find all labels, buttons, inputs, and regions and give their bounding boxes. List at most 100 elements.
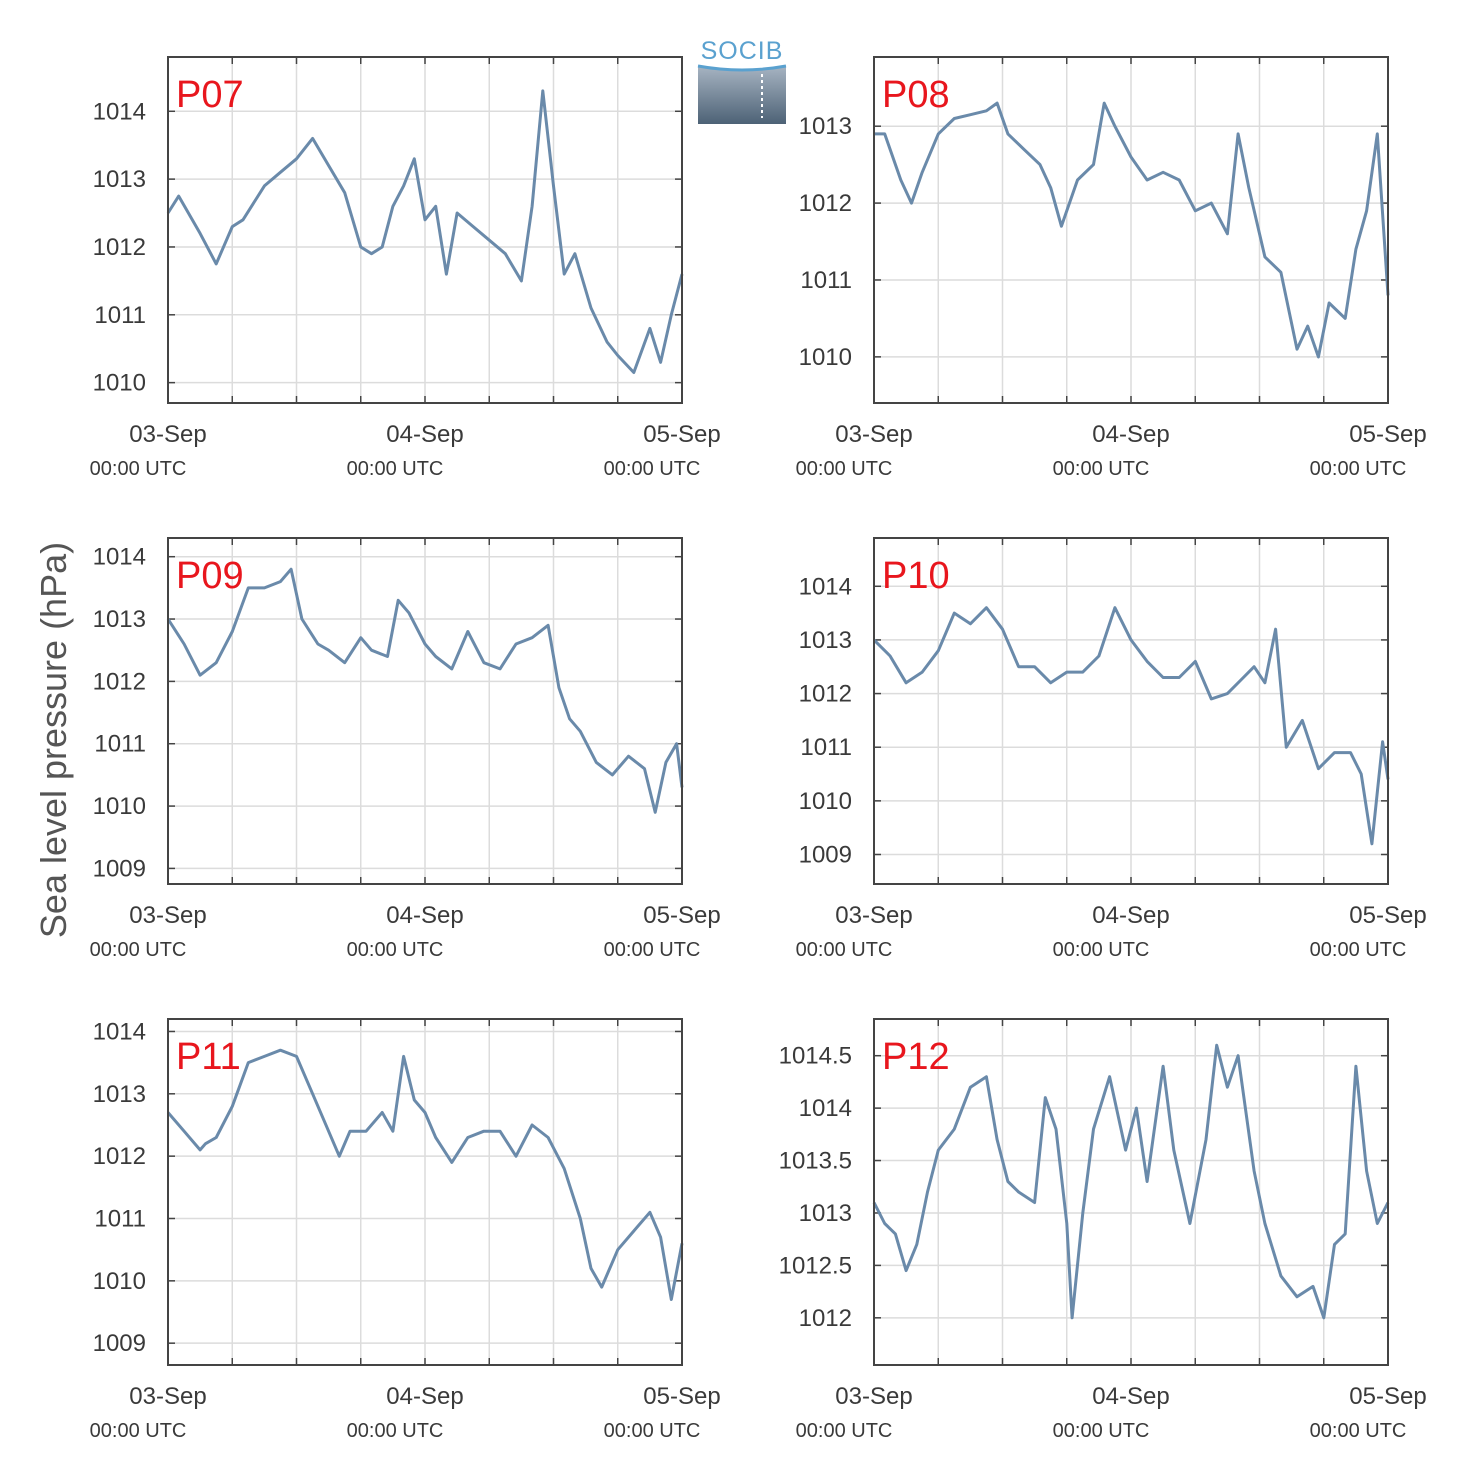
x-tick-date: 05-Sep xyxy=(643,421,720,448)
panel-label: P10 xyxy=(882,555,950,597)
series-line-p08 xyxy=(874,101,1390,359)
panel-p08: 1010 1011 1012 1013 P08 03-Sep 00:00 UTC 04-Sep… xyxy=(796,56,1427,480)
socib-logo: SOCIB xyxy=(697,37,787,124)
y-tick-label: 1012 xyxy=(93,1143,146,1170)
series-line-p10 xyxy=(872,606,1390,846)
panel-p12: 1012 1012.5 1013 1013.5 1014 1014.5 P12 03-Sep 0… xyxy=(779,1018,1427,1442)
y-tick-label: 1011 xyxy=(800,267,852,294)
y-tick-label: 1013 xyxy=(799,627,852,654)
x-tick-time: 00:00 UTC xyxy=(1053,458,1150,480)
y-tick-label: 1014 xyxy=(93,1018,146,1045)
x-tick-date: 05-Sep xyxy=(1349,902,1426,929)
x-tick-time: 00:00 UTC xyxy=(90,939,187,961)
y-tick-label: 1014 xyxy=(93,544,146,571)
y-axis-label: Sea level pressure (hPa) xyxy=(33,542,74,938)
logo-wave xyxy=(698,66,786,124)
y-tick-label: 1009 xyxy=(93,855,146,882)
y-tick-label: 1010 xyxy=(799,788,852,815)
logo-wave-top xyxy=(697,64,787,72)
plot-frame xyxy=(167,1018,683,1366)
x-tick-time: 00:00 UTC xyxy=(90,1420,187,1442)
x-tick-time: 00:00 UTC xyxy=(796,1420,893,1442)
x-tick-date: 05-Sep xyxy=(643,902,720,929)
plot-frame xyxy=(167,56,683,404)
x-tick-date: 05-Sep xyxy=(1349,1383,1426,1410)
y-tick-label: 1009 xyxy=(93,1330,146,1357)
x-tick-date: 03-Sep xyxy=(129,1383,206,1410)
y-tick-label: 1014 xyxy=(799,573,852,600)
x-tick-time: 00:00 UTC xyxy=(347,458,444,480)
panel-label: P09 xyxy=(176,555,244,597)
x-tick-time: 00:00 UTC xyxy=(604,939,701,961)
x-tick-time: 00:00 UTC xyxy=(604,1420,701,1442)
x-tick-time: 00:00 UTC xyxy=(347,939,444,961)
x-tick-date: 05-Sep xyxy=(1349,421,1426,448)
y-tick-label: 1012 xyxy=(799,681,852,708)
x-tick-date: 03-Sep xyxy=(129,902,206,929)
series-line-p11 xyxy=(166,1048,684,1301)
y-tick-label: 1014 xyxy=(799,1095,852,1122)
y-tick-label: 1013 xyxy=(93,606,146,633)
y-tick-label: 1012 xyxy=(93,234,146,261)
y-tick-label: 1014.5 xyxy=(779,1043,852,1070)
panel-label: P12 xyxy=(882,1036,950,1078)
y-tick-label: 1012.5 xyxy=(779,1252,852,1279)
y-tick-label: 1009 xyxy=(799,841,852,868)
y-tick-label: 1012 xyxy=(93,668,146,695)
x-tick-time: 00:00 UTC xyxy=(90,458,187,480)
y-tick-label: 1013 xyxy=(799,1200,852,1227)
series-line-p12 xyxy=(872,1043,1390,1320)
x-tick-time: 00:00 UTC xyxy=(604,458,701,480)
x-tick-time: 00:00 UTC xyxy=(796,939,893,961)
y-tick-label: 1013 xyxy=(93,1081,146,1108)
x-tick-time: 00:00 UTC xyxy=(1310,939,1407,961)
y-tick-label: 1013 xyxy=(799,113,852,140)
y-tick-label: 1011 xyxy=(94,302,146,329)
x-tick-date: 03-Sep xyxy=(835,902,912,929)
y-tick-label: 1014 xyxy=(93,98,146,125)
panel-label: P11 xyxy=(176,1036,241,1078)
y-tick-label: 1012 xyxy=(799,1305,852,1332)
x-tick-time: 00:00 UTC xyxy=(1053,1420,1150,1442)
panel-p09: 1009 1010 1011 1012 1013 1014 P09 03-Sep 00:00 U… xyxy=(90,537,721,961)
x-tick-date: 04-Sep xyxy=(386,421,463,448)
x-tick-date: 03-Sep xyxy=(835,421,912,448)
plot-frame xyxy=(873,537,1389,885)
panel-p10: 1009 1010 1011 1012 1013 1014 P10 03-Sep 00:00 U… xyxy=(796,537,1427,961)
y-tick-label: 1011 xyxy=(94,731,146,758)
y-tick-label: 1010 xyxy=(799,344,852,371)
y-tick-label: 1010 xyxy=(93,1268,146,1295)
series-line-p09 xyxy=(166,567,684,814)
x-tick-date: 03-Sep xyxy=(835,1383,912,1410)
x-tick-date: 04-Sep xyxy=(1092,1383,1169,1410)
y-tick-label: 1010 xyxy=(93,793,146,820)
x-tick-date: 03-Sep xyxy=(129,421,206,448)
y-tick-label: 1010 xyxy=(93,370,146,397)
x-tick-time: 00:00 UTC xyxy=(347,1420,444,1442)
y-tick-label: 1011 xyxy=(94,1205,146,1232)
plot-frame xyxy=(873,56,1389,404)
x-tick-date: 04-Sep xyxy=(386,902,463,929)
x-tick-time: 00:00 UTC xyxy=(796,458,893,480)
y-tick-label: 1011 xyxy=(800,734,852,761)
y-tick-label: 1012 xyxy=(799,190,852,217)
panels: 1010 1011 1012 1013 1014 P07 03-Sep 00:00 UTC 04… xyxy=(90,56,1427,1442)
x-tick-time: 00:00 UTC xyxy=(1310,458,1407,480)
panel-p11: 1009 1010 1011 1012 1013 1014 P11 03-Sep 00:00 U… xyxy=(90,1018,721,1442)
panel-p07: 1010 1011 1012 1013 1014 P07 03-Sep 00:00 UTC 04… xyxy=(90,56,721,480)
x-tick-date: 04-Sep xyxy=(1092,421,1169,448)
x-tick-time: 00:00 UTC xyxy=(1053,939,1150,961)
x-tick-date: 04-Sep xyxy=(386,1383,463,1410)
x-tick-time: 00:00 UTC xyxy=(1310,1420,1407,1442)
y-tick-label: 1013 xyxy=(93,166,146,193)
y-tick-label: 1013.5 xyxy=(779,1148,852,1175)
x-tick-date: 05-Sep xyxy=(643,1383,720,1410)
panel-label: P08 xyxy=(882,74,950,116)
panel-label: P07 xyxy=(176,74,244,116)
logo-text: SOCIB xyxy=(701,37,784,65)
series-line-p07 xyxy=(166,89,684,374)
plot-frame xyxy=(873,1018,1389,1366)
plot-frame xyxy=(167,537,683,885)
x-tick-date: 04-Sep xyxy=(1092,902,1169,929)
